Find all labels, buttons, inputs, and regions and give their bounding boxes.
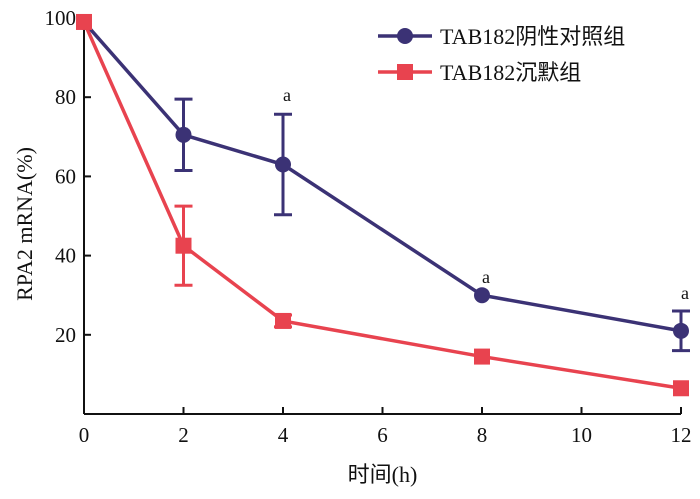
data-point (175, 237, 192, 254)
data-point (673, 322, 689, 339)
series-1 (76, 13, 689, 397)
axes: 0 2 4 6 8 10 12 20 40 60 80 100 (45, 6, 692, 447)
y-tick-label: 80 (55, 85, 76, 109)
significance-label: a (681, 283, 689, 303)
y-tick-label: 100 (45, 6, 77, 30)
y-tick-label: 40 (55, 244, 76, 268)
legend: TAB182阴性对照组 TAB182沉默组 (378, 24, 625, 85)
x-tick-label: 6 (377, 423, 388, 447)
data-point (474, 287, 490, 304)
series-layer (76, 13, 690, 397)
y-tick-label: 60 (55, 164, 76, 188)
significance-label: a (283, 85, 291, 105)
x-tick-label: 8 (477, 423, 488, 447)
x-tick-label: 2 (178, 423, 189, 447)
x-tick-label: 0 (79, 423, 90, 447)
data-point (175, 126, 192, 143)
x-tick-label: 12 (671, 423, 692, 447)
data-point (76, 13, 92, 30)
legend-label: TAB182沉默组 (440, 60, 581, 85)
x-tick-label: 10 (571, 423, 592, 447)
series-line (82, 21, 682, 390)
legend-item-0: TAB182阴性对照组 (378, 24, 625, 49)
series-0 (76, 13, 690, 353)
data-point (474, 348, 490, 365)
significance-label: a (482, 267, 490, 287)
legend-label: TAB182阴性对照组 (440, 24, 625, 49)
series-line (82, 20, 682, 333)
legend-marker (397, 28, 413, 44)
legend-marker (397, 64, 413, 80)
annotation-layer: a a a (283, 85, 689, 303)
legend-item-1: TAB182沉默组 (378, 60, 581, 85)
data-point (673, 380, 689, 397)
data-point (275, 156, 291, 173)
x-tick-label: 4 (278, 423, 289, 447)
y-axis-title: RPA2 mRNA(%) (12, 147, 37, 301)
x-axis-title: 时间(h) (348, 462, 418, 487)
y-tick-label: 20 (55, 323, 76, 347)
data-point (275, 312, 291, 329)
